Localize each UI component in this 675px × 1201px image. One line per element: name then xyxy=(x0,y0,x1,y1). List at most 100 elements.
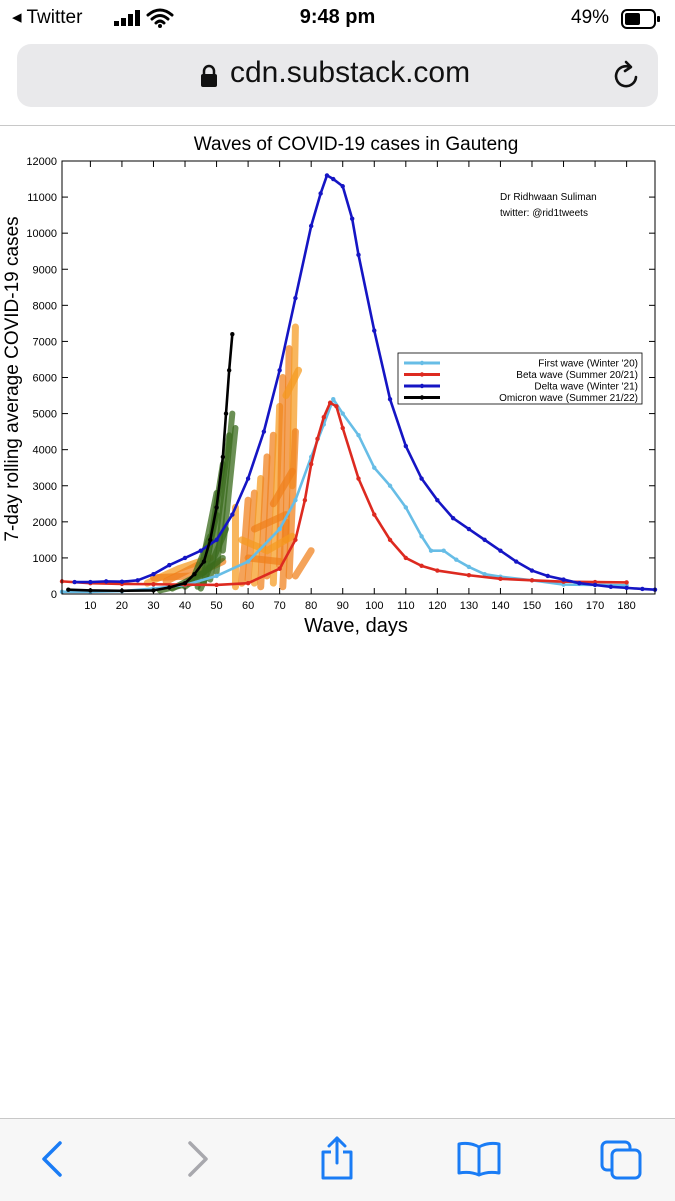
series-point-2 xyxy=(640,586,645,592)
series-point-3 xyxy=(66,587,71,592)
series-point-2 xyxy=(592,582,598,588)
series-point-1 xyxy=(403,555,409,561)
series-point-0 xyxy=(482,571,487,577)
series-point-2 xyxy=(167,562,172,568)
nav-back-icon[interactable] xyxy=(38,1139,66,1179)
series-point-1 xyxy=(277,566,282,571)
tabs-icon[interactable] xyxy=(599,1139,643,1181)
orange-overlay-stroke xyxy=(250,511,290,533)
series-point-2 xyxy=(119,579,125,584)
series-point-2 xyxy=(261,429,267,434)
series-point-2 xyxy=(498,548,503,553)
x-tick-label: 180 xyxy=(617,600,635,612)
x-axis-label: Wave, days xyxy=(304,615,408,637)
x-tick-label: 10 xyxy=(84,600,96,612)
series-point-1 xyxy=(419,563,424,569)
nav-forward-icon[interactable] xyxy=(184,1139,212,1179)
bookmarks-icon[interactable] xyxy=(456,1141,502,1177)
series-point-3 xyxy=(220,454,226,460)
series-point-1 xyxy=(302,497,308,503)
series-point-2 xyxy=(577,580,582,586)
y-tick-label: 4000 xyxy=(33,445,57,457)
series-point-2 xyxy=(608,584,614,589)
legend-label: Omicron wave (Summer 21/22) xyxy=(499,393,638,404)
orange-overlay-stroke xyxy=(162,561,202,585)
series-point-1 xyxy=(321,414,327,420)
status-bar: ◂ Twitter 9:48 pm 49% xyxy=(0,0,675,38)
legend-label: First wave (Winter '20) xyxy=(538,359,638,370)
reload-icon[interactable] xyxy=(610,59,642,93)
y-tick-label: 10000 xyxy=(26,228,57,240)
orange-overlay-stroke xyxy=(282,345,293,544)
series-point-2 xyxy=(182,555,188,561)
x-tick-label: 60 xyxy=(242,600,254,612)
cellular-signal-icon xyxy=(114,10,140,26)
series-point-0 xyxy=(214,573,219,579)
series-point-2 xyxy=(198,548,203,553)
series-point-3 xyxy=(88,588,93,593)
url-text[interactable]: cdn.substack.com xyxy=(230,56,471,89)
series-point-0 xyxy=(372,465,377,470)
orange-overlay-stroke xyxy=(244,489,258,584)
series-point-3 xyxy=(119,588,125,593)
share-icon[interactable] xyxy=(318,1135,356,1181)
wifi-icon xyxy=(146,8,174,28)
x-tick-label: 90 xyxy=(337,600,349,612)
x-tick-label: 170 xyxy=(586,600,604,612)
series-point-0 xyxy=(331,396,336,402)
series-point-1 xyxy=(356,476,361,481)
series-point-1 xyxy=(466,573,472,578)
series-point-2 xyxy=(340,184,345,189)
x-tick-label: 130 xyxy=(460,600,478,612)
battery-icon xyxy=(621,9,660,29)
orange-overlay-stroke xyxy=(282,366,303,400)
series-point-2 xyxy=(214,537,219,543)
series-point-0 xyxy=(245,559,251,564)
series-point-0 xyxy=(466,564,472,570)
series-point-3 xyxy=(182,580,188,586)
series-point-2 xyxy=(103,579,109,584)
series-point-2 xyxy=(624,585,629,591)
series-point-2 xyxy=(482,537,487,543)
series-point-2 xyxy=(151,571,156,577)
series-point-2 xyxy=(561,577,566,582)
x-tick-label: 110 xyxy=(397,600,415,612)
y-tick-label: 3000 xyxy=(33,481,57,493)
legend: First wave (Winter '20)Beta wave (Summer… xyxy=(397,352,643,405)
series-point-0 xyxy=(387,483,393,488)
series-point-1 xyxy=(498,576,503,582)
series-point-2 xyxy=(331,176,336,182)
series-point-3 xyxy=(201,559,207,564)
orange-overlay-stroke xyxy=(291,547,315,580)
y-tick-label: 12000 xyxy=(26,156,57,168)
series-point-1 xyxy=(435,568,440,573)
series-point-3 xyxy=(223,411,229,416)
series-point-2 xyxy=(403,443,409,449)
x-tick-label: 150 xyxy=(523,600,541,612)
covid-waves-chart: 0 1000 2000 3000 4000 5000 6000 7000 8000 9000 100… xyxy=(0,126,675,638)
back-to-twitter[interactable]: ◂ Twitter xyxy=(12,7,83,28)
series-point-1 xyxy=(624,580,629,585)
series-point-0 xyxy=(454,557,459,562)
x-tick-label: 20 xyxy=(116,600,128,612)
chart-title: Waves of COVID-19 cases in Gauteng xyxy=(194,134,519,155)
series-point-3 xyxy=(208,537,213,543)
series-line-0 xyxy=(62,397,627,594)
orange-overlay-stroke xyxy=(276,374,287,569)
series-point-2 xyxy=(419,476,424,481)
y-tick-label: 2000 xyxy=(33,517,57,529)
series-point-2 xyxy=(356,252,361,258)
series-point-1 xyxy=(327,400,333,405)
x-tick-label: 160 xyxy=(554,600,572,612)
series-point-1 xyxy=(529,578,535,583)
series-point-1 xyxy=(214,582,219,588)
address-bar[interactable]: cdn.substack.com xyxy=(17,44,658,107)
orange-overlay-stroke xyxy=(279,518,290,591)
legend-label: Delta wave (Winter '21) xyxy=(534,382,638,393)
y-tick-label: 9000 xyxy=(33,264,57,276)
series-line-3 xyxy=(68,334,234,593)
series-point-2 xyxy=(135,578,140,583)
series-point-2 xyxy=(72,579,77,585)
orange-overlay-stroke xyxy=(238,532,296,555)
x-tick-label: 30 xyxy=(147,600,159,612)
